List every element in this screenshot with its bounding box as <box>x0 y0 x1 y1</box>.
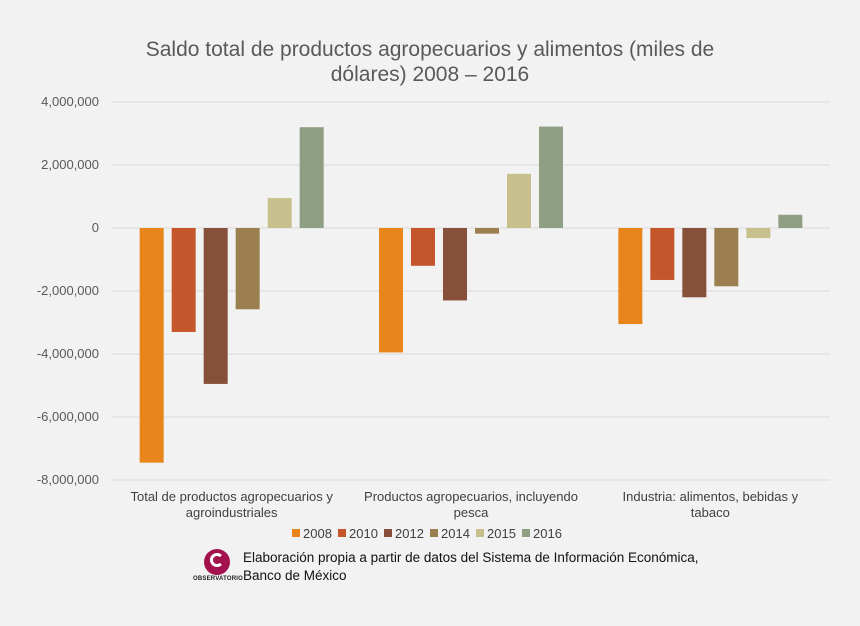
legend-label: 2008 <box>303 526 332 541</box>
bar-2012 <box>443 228 467 301</box>
legend-swatch-2014 <box>430 529 438 537</box>
x-category-label: tabaco <box>691 505 730 520</box>
logo-text: OBSERVATORIO <box>193 576 243 582</box>
bar-2012 <box>682 228 707 298</box>
bar-2014 <box>235 228 260 310</box>
legend-swatch-2008 <box>292 529 300 537</box>
bar-2014 <box>475 228 499 234</box>
legend-swatch-2015 <box>476 529 484 537</box>
x-category-label: Total de productos agropecuarios y <box>130 489 333 504</box>
bar-2016 <box>778 214 803 228</box>
source-note: OBSERVATORIO Elaboración propia a partir… <box>193 545 753 587</box>
legend-label: 2012 <box>395 526 424 541</box>
y-tick-label: -2,000,000 <box>37 283 99 298</box>
observatorio-logo: OBSERVATORIO <box>193 545 243 587</box>
source-line-2: Banco de México <box>243 568 347 583</box>
bar-2008 <box>618 228 643 325</box>
bar-2010 <box>650 228 675 280</box>
legend-swatch-2012 <box>384 529 392 537</box>
bar-2015 <box>267 198 292 228</box>
bar-2016 <box>539 126 563 228</box>
bar-2008 <box>139 228 164 463</box>
bar-2008 <box>379 228 403 353</box>
logo-ring-icon <box>210 553 224 567</box>
legend-swatch-2016 <box>522 529 530 537</box>
chart-title-line: dólares) 2008 – 2016 <box>331 63 530 86</box>
legend-swatch-2010 <box>338 529 346 537</box>
legend-label: 2010 <box>349 526 378 541</box>
source-text: Elaboración propia a partir de datos del… <box>243 545 699 585</box>
y-tick-label: -8,000,000 <box>37 472 99 487</box>
x-category-label: agroindustriales <box>186 505 278 520</box>
y-tick-label: -6,000,000 <box>37 409 99 424</box>
bar-2010 <box>171 228 196 332</box>
bar-2015 <box>746 228 771 239</box>
bar-2012 <box>203 228 228 384</box>
y-tick-label: 4,000,000 <box>41 94 99 109</box>
bar-2016 <box>299 127 324 228</box>
source-line-1: Elaboración propia a partir de datos del… <box>243 550 699 565</box>
legend-label: 2016 <box>533 526 562 541</box>
y-tick-label: 2,000,000 <box>41 157 99 172</box>
x-category-label: Productos agropecuarios, incluyendo <box>364 489 578 504</box>
y-tick-label: 0 <box>92 220 99 235</box>
bar-2015 <box>507 173 531 228</box>
bar-2010 <box>411 228 435 266</box>
x-category-label: pesca <box>454 505 489 520</box>
chart-title-line: Saldo total de productos agropecuarios y… <box>146 38 714 61</box>
legend-label: 2014 <box>441 526 470 541</box>
y-tick-label: -4,000,000 <box>37 346 99 361</box>
legend-label: 2015 <box>487 526 516 541</box>
x-category-label: Industria: alimentos, bebidas y <box>623 489 799 504</box>
bar-2014 <box>714 228 739 287</box>
